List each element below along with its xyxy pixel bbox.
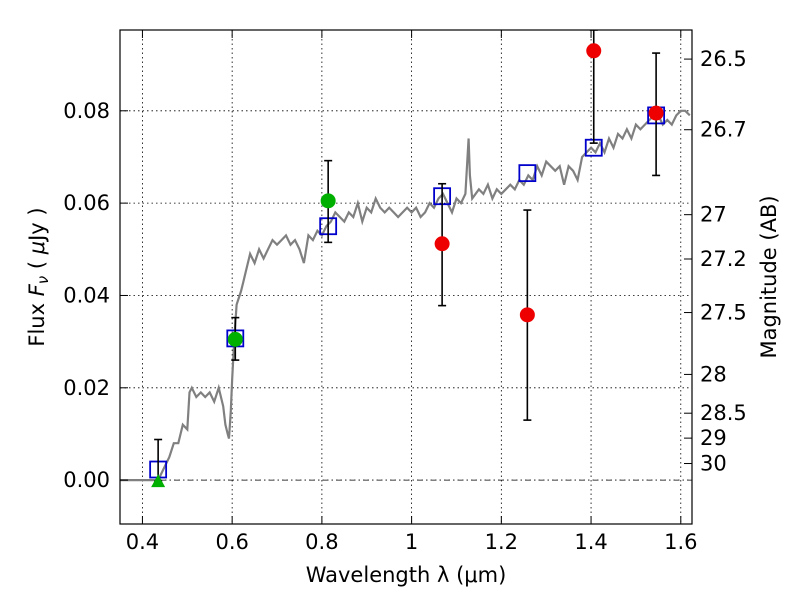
y-axis-label: Flux Fν ( μJy )	[25, 207, 52, 346]
y-label-mu: μ	[25, 241, 49, 255]
x-tick-label: 1.4	[574, 530, 607, 554]
observed-green-point	[227, 331, 243, 347]
y-label-unit: Jy )	[25, 207, 49, 243]
observed-red-point	[586, 43, 602, 59]
y-label-prefix: Flux	[25, 296, 49, 346]
mag-tick-label: 27.2	[700, 247, 747, 271]
x-tick-label: 0.6	[215, 530, 248, 554]
observed-red-point	[648, 105, 664, 121]
plot-background	[120, 30, 692, 524]
x-tick-label: 1	[405, 530, 418, 554]
y-tick-label: 0.02	[63, 376, 110, 400]
x-tick-label: 0.8	[305, 530, 338, 554]
y-label-subscript: ν	[34, 276, 52, 284]
y-label-symbol: F	[25, 283, 49, 296]
observed-green-point	[320, 193, 336, 209]
mag-tick-label: 26.7	[700, 118, 747, 142]
mag-tick-label: 30	[700, 452, 727, 476]
x-axis-label: Wavelength λ (μm)	[306, 563, 507, 587]
axis-ticks	[120, 30, 692, 524]
observed-points	[151, 43, 664, 488]
y-tick-label: 0.06	[63, 191, 110, 215]
y-tick-labels: 0.00 0.02 0.04 0.06 0.08	[63, 99, 110, 492]
mag-tick-label: 28.5	[700, 401, 747, 425]
x-tick-label: 1.2	[485, 530, 518, 554]
y-tick-label: 0.04	[63, 283, 110, 307]
y-tick-label: 0.08	[63, 99, 110, 123]
mag-tick-label: 27	[700, 203, 727, 227]
observed-red-point	[519, 307, 535, 323]
x-tick-label: 0.4	[126, 530, 159, 554]
observed-red-point	[434, 236, 450, 252]
y-label-paren: (	[25, 254, 49, 276]
plot-area	[120, 30, 691, 488]
observed-upper-limit-triangle	[151, 474, 166, 488]
mag-tick-label: 27.5	[700, 301, 747, 325]
x-tick-labels: 0.4 0.6 0.8 1 1.2 1.4 1.6	[126, 530, 698, 554]
x-tick-label: 1.6	[664, 530, 697, 554]
y-tick-label: 0.00	[63, 468, 110, 492]
mag-tick-label: 26.5	[700, 47, 747, 71]
y2-axis-label: Magnitude (AB)	[757, 195, 781, 358]
plot-frame	[119, 29, 693, 525]
mag-tick-label: 29	[700, 426, 727, 450]
mag-tick-label: 28	[700, 362, 727, 386]
model-sed-line	[120, 109, 691, 482]
model-photometry-square	[518, 164, 537, 183]
